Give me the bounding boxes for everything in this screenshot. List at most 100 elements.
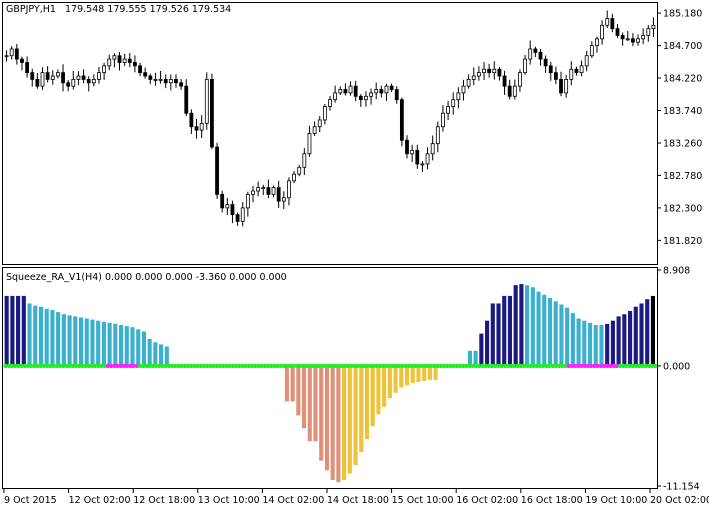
squeeze-dot [640,363,645,369]
squeeze-dot [22,363,27,369]
candle-body [589,45,594,57]
squeeze-dot [467,363,472,369]
squeeze-dot [163,363,168,369]
squeeze-dot [128,363,133,369]
histogram-bar [565,307,570,366]
histogram-bar [107,322,112,366]
squeeze-dot [150,363,155,369]
histogram-bar [616,316,621,366]
histogram-bar [582,320,587,366]
squeeze-dot [345,363,351,369]
squeeze-dot [553,363,559,369]
squeeze-dot [185,363,191,369]
candle-body [81,75,86,80]
squeeze-dot [269,363,274,369]
squeeze-dot [563,363,568,369]
squeeze-dot [211,363,216,369]
squeeze-dot [480,363,485,369]
histogram-bar [359,365,364,453]
candle-body [199,122,204,131]
histogram-bar [159,344,164,366]
squeeze-dot [29,363,34,369]
squeeze-dots [3,363,658,369]
histogram-bar [427,365,432,380]
squeeze-dot [176,363,181,369]
squeeze-dot [422,363,427,369]
candle-body [50,75,55,80]
squeeze-dot [77,363,82,369]
squeeze-dot [304,363,309,369]
candle-body [625,38,630,41]
candle-body [420,163,425,166]
squeeze-dot [217,363,223,369]
candle-body [435,126,440,145]
time-tick-label: 16 Oct 02:00 [456,495,518,506]
indicator-pane[interactable] [2,267,658,489]
candle-body [487,68,492,74]
histogram-bar [382,365,387,407]
time-tick-label: 15 Oct 10:00 [392,495,454,506]
candle-body [276,187,281,202]
squeeze-dot [214,363,219,369]
squeeze-dot [339,363,344,369]
squeeze-dot [451,363,456,369]
histogram-bar [633,306,638,366]
histogram-bar [370,365,375,427]
squeeze-dot [518,363,523,369]
indicator-tick-label: 0.000 [663,361,690,372]
squeeze-dot [195,363,200,369]
histogram-bar [593,324,598,366]
candle-body [102,65,107,74]
squeeze-dot [189,363,194,369]
candle-body [636,38,640,43]
candle-body [399,99,404,141]
histogram-bar [342,365,347,481]
candle-body [297,166,302,175]
candle-body [9,48,14,57]
squeeze-dot [377,363,383,369]
histogram-bar [61,314,66,366]
candle-body [461,85,466,94]
candle-body [358,95,363,101]
histogram-bar [622,314,627,366]
histogram-bar [610,320,615,366]
squeeze-dot [381,363,386,369]
candle-body [518,72,522,87]
squeeze-dot [281,363,287,369]
candle-body [61,72,65,84]
squeeze-dot [525,363,530,369]
histogram-bar [467,350,472,366]
squeeze-dot [70,363,76,369]
squeeze-dot [457,363,463,369]
price-axis: 185.180 184.700 184.220 183.740 183.260 182.7… [657,9,702,247]
candle-body [528,48,533,60]
squeeze-dot [16,363,21,369]
squeeze-dot [352,363,357,369]
squeeze-dot [179,363,184,369]
squeeze-dot [614,363,619,369]
squeeze-dot [592,363,597,369]
squeeze-dot [301,363,306,369]
price-pane[interactable] [2,2,658,265]
squeeze-dot [470,363,475,369]
squeeze-dot [73,363,79,369]
candle-body [271,187,276,195]
squeeze-dot [601,363,607,369]
indicator-tick-label: -11.154 [663,482,700,493]
squeeze-dot [617,363,623,369]
candle-body [158,78,163,81]
histogram-bar [485,320,490,366]
squeeze-dot [413,363,418,369]
candle-body [543,58,548,67]
price-tick-label: 181.820 [663,236,702,247]
histogram-bar [639,303,644,366]
histogram-bar [479,333,484,366]
histogram-bar [433,365,438,380]
price-tick-label: 183.740 [663,106,702,117]
price-tick-label: 183.260 [663,138,702,149]
squeeze-dot [624,363,629,369]
histogram-bar [4,295,9,366]
squeeze-dot [537,363,543,369]
candle-body [651,24,656,30]
candle-body [210,78,214,148]
